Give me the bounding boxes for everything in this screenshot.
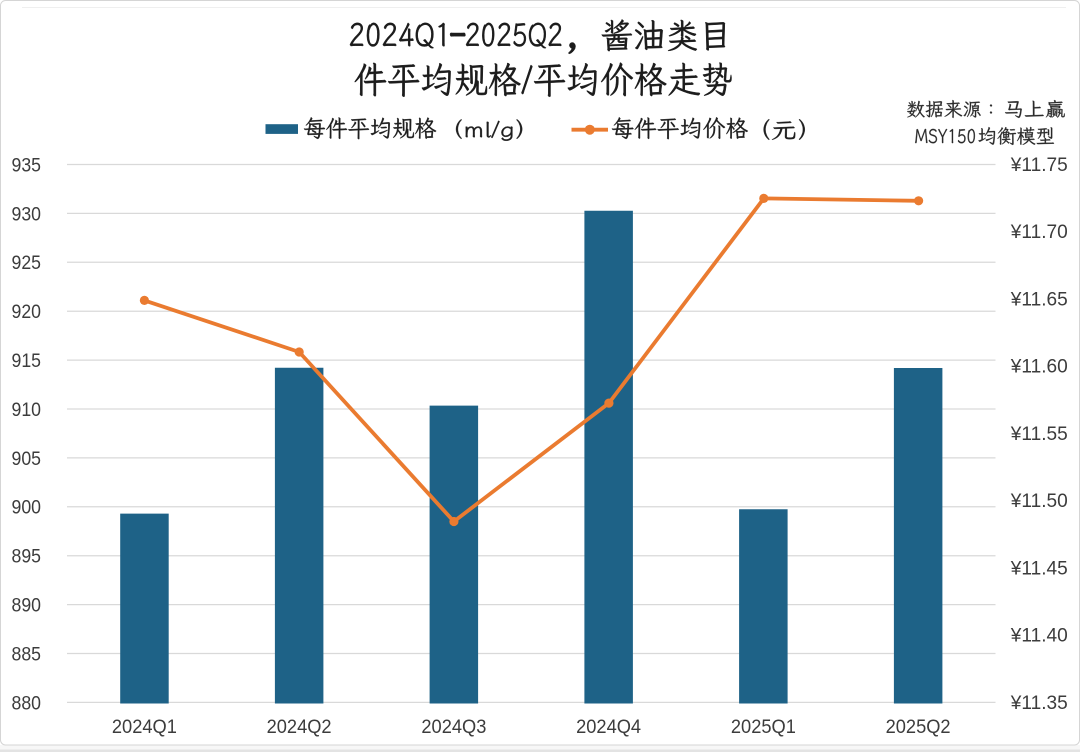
svg-text:2024Q1: 2024Q1 [112, 716, 177, 738]
svg-text:2025Q2: 2025Q2 [886, 716, 951, 738]
svg-text:¥11.70: ¥11.70 [1010, 221, 1068, 243]
svg-text:905: 905 [12, 448, 42, 470]
svg-text:930: 930 [12, 203, 42, 225]
svg-text:925: 925 [12, 252, 42, 274]
svg-text:2025Q1: 2025Q1 [731, 716, 796, 738]
svg-text:890: 890 [12, 595, 42, 617]
svg-text:915: 915 [12, 350, 42, 372]
svg-text:900: 900 [12, 497, 42, 519]
svg-text:¥11.60: ¥11.60 [1010, 356, 1068, 378]
svg-text:2024Q2: 2024Q2 [267, 716, 332, 738]
svg-text:¥11.55: ¥11.55 [1010, 423, 1068, 445]
svg-text:¥11.75: ¥11.75 [1010, 154, 1068, 176]
svg-text:¥11.35: ¥11.35 [1010, 692, 1068, 714]
svg-text:880: 880 [12, 692, 42, 714]
svg-text:2024Q3: 2024Q3 [421, 716, 486, 738]
svg-text:2024Q4: 2024Q4 [576, 716, 641, 738]
svg-text:920: 920 [12, 301, 42, 323]
svg-text:¥11.45: ¥11.45 [1010, 557, 1068, 579]
svg-text:910: 910 [12, 399, 42, 421]
svg-text:935: 935 [12, 154, 42, 176]
svg-text:¥11.50: ¥11.50 [1010, 490, 1068, 512]
svg-text:895: 895 [12, 546, 42, 568]
svg-text:¥11.65: ¥11.65 [1010, 288, 1068, 310]
svg-text:885: 885 [12, 643, 42, 665]
svg-text:¥11.40: ¥11.40 [1010, 625, 1068, 647]
